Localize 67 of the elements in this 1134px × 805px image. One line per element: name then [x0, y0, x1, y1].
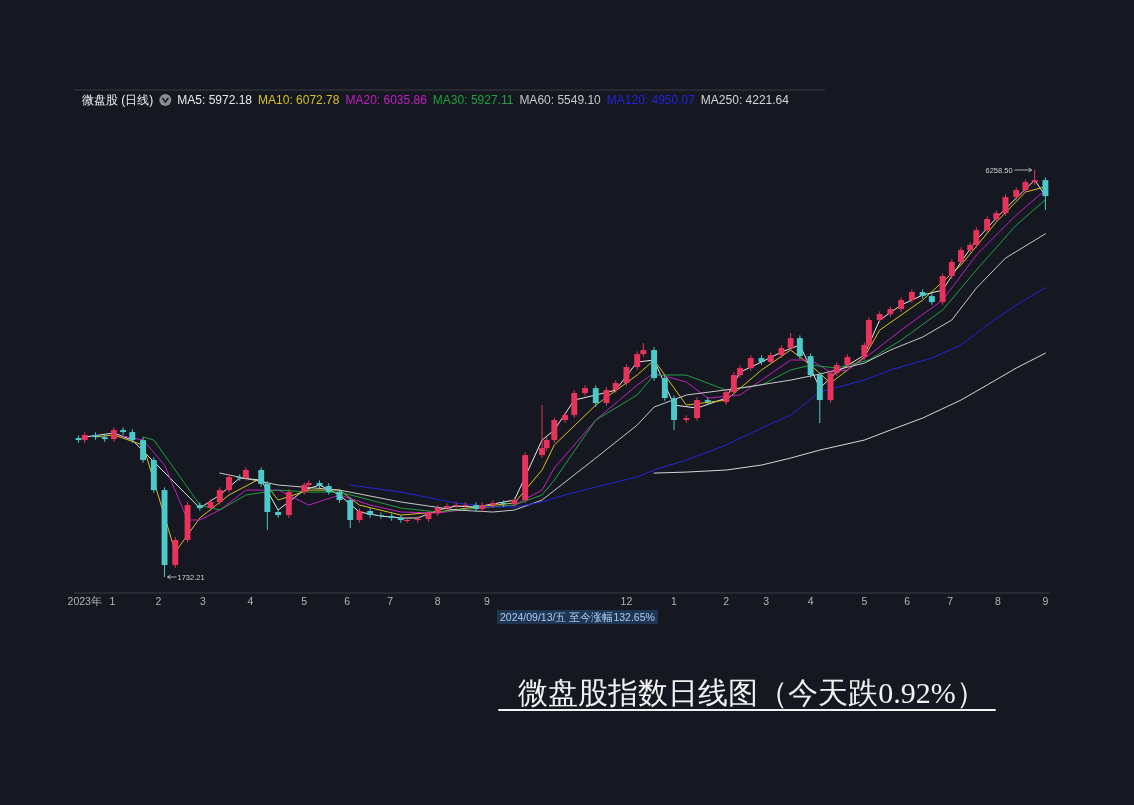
- candlestick: [347, 496, 354, 529]
- x-tick-label: 8: [434, 595, 441, 607]
- x-tick-label: 3: [763, 595, 770, 607]
- x-tick-label: 4: [247, 595, 254, 607]
- text: MA5: 5972.18: [177, 93, 253, 107]
- text: MA30: 5927.11: [432, 93, 514, 107]
- candlestick: [414, 515, 421, 524]
- x-tick-label: 7: [947, 595, 954, 607]
- x-tick-label: 6: [344, 595, 351, 607]
- legend-title: 微盘股 (日线): [82, 93, 154, 107]
- candlestick: [489, 499, 496, 509]
- x-tick-label: 2: [155, 595, 162, 607]
- text: 2024/09/13/五 至今涨幅132.65%: [500, 611, 655, 623]
- x-tick-label: 12: [620, 595, 633, 607]
- candlestick: [226, 473, 232, 494]
- x-tick-label: 7: [387, 595, 394, 607]
- candlestick: [973, 226, 980, 249]
- candlestick: [404, 516, 410, 524]
- candlestick: [120, 426, 127, 436]
- candlestick: [592, 384, 599, 408]
- text: MA10: 6072.78: [258, 93, 340, 107]
- x-tick-label: 2: [723, 595, 730, 607]
- candlestick: [737, 364, 743, 379]
- candlestick: [473, 501, 480, 513]
- candlestick: [443, 502, 450, 512]
- x-tick-label: 6: [904, 595, 911, 607]
- candlestick: [397, 514, 404, 524]
- candlestick: [796, 334, 803, 360]
- candlestick: [258, 466, 265, 488]
- x-tick-label: 9: [1042, 595, 1049, 607]
- candlestick: [571, 389, 578, 419]
- candlestick: [661, 374, 668, 402]
- text: 微盘股指数日线图（今天跌0.92%）: [518, 676, 986, 709]
- x-tick-label: 5: [301, 595, 308, 607]
- x-tick-label: 5: [861, 595, 868, 607]
- candlestick: [671, 394, 677, 431]
- candlestick: [562, 411, 569, 424]
- x-tick-label: 1: [109, 595, 116, 607]
- text: MA250: 4221.64: [700, 93, 790, 107]
- candlestick: [582, 384, 588, 397]
- candlestick: [1042, 176, 1049, 211]
- candlestick: [500, 499, 507, 508]
- candlestick: [948, 258, 955, 280]
- candlestick: [551, 416, 558, 444]
- candlestick: [285, 488, 292, 519]
- candlestick: [634, 350, 641, 371]
- x-tick-label: 9: [483, 595, 490, 607]
- candlestick: [807, 352, 814, 379]
- candlestick: [908, 288, 915, 304]
- x-tick-label: 2023年: [67, 595, 102, 607]
- candlestick: [453, 501, 460, 510]
- candlestick: [236, 473, 243, 482]
- candlestick: [462, 501, 469, 509]
- text: MA120: 4950.07: [606, 93, 696, 107]
- candlestick: [377, 511, 384, 520]
- candlestick: [694, 396, 700, 422]
- x-tick-label: 3: [199, 595, 206, 607]
- x-tick-label: 8: [994, 595, 1001, 607]
- candlestick: [730, 371, 737, 396]
- text: MA60: 5549.10: [519, 93, 602, 107]
- x-tick-label: 4: [807, 595, 814, 607]
- candlestick: [623, 363, 630, 387]
- candlestick: [140, 436, 147, 464]
- candlestick: [275, 508, 282, 519]
- x-tick-label: 1: [671, 595, 678, 607]
- text: MA20: 6035.86: [345, 93, 428, 107]
- candlestick: [242, 466, 249, 482]
